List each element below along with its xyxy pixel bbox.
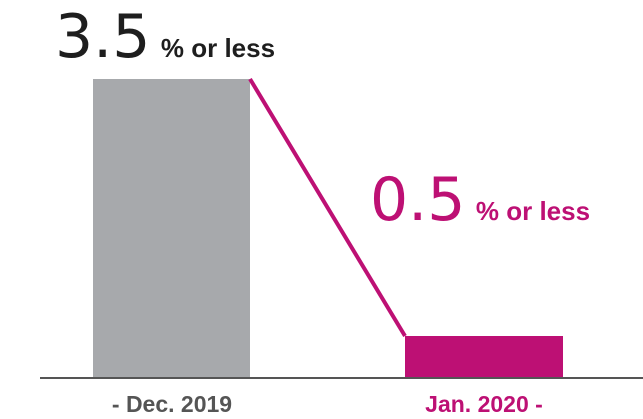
category-label-jan-2020: Jan. 2020 - (425, 391, 543, 417)
value-suffix-dec-2019: % or less (161, 33, 275, 63)
value-suffix-jan-2020: % or less (476, 196, 590, 226)
connector-line (248, 77, 407, 338)
category-label-dec-2019: - Dec. 2019 (112, 391, 232, 417)
bar-jan-2020 (405, 336, 563, 378)
value-number-jan-2020: 0.5 (370, 165, 465, 235)
bar-dec-2019 (93, 79, 250, 378)
value-number-dec-2019: 3.5 (55, 2, 150, 72)
value-label-jan-2020: 0.5 % or less (370, 165, 590, 235)
value-label-dec-2019: 3.5 % or less (55, 2, 275, 72)
